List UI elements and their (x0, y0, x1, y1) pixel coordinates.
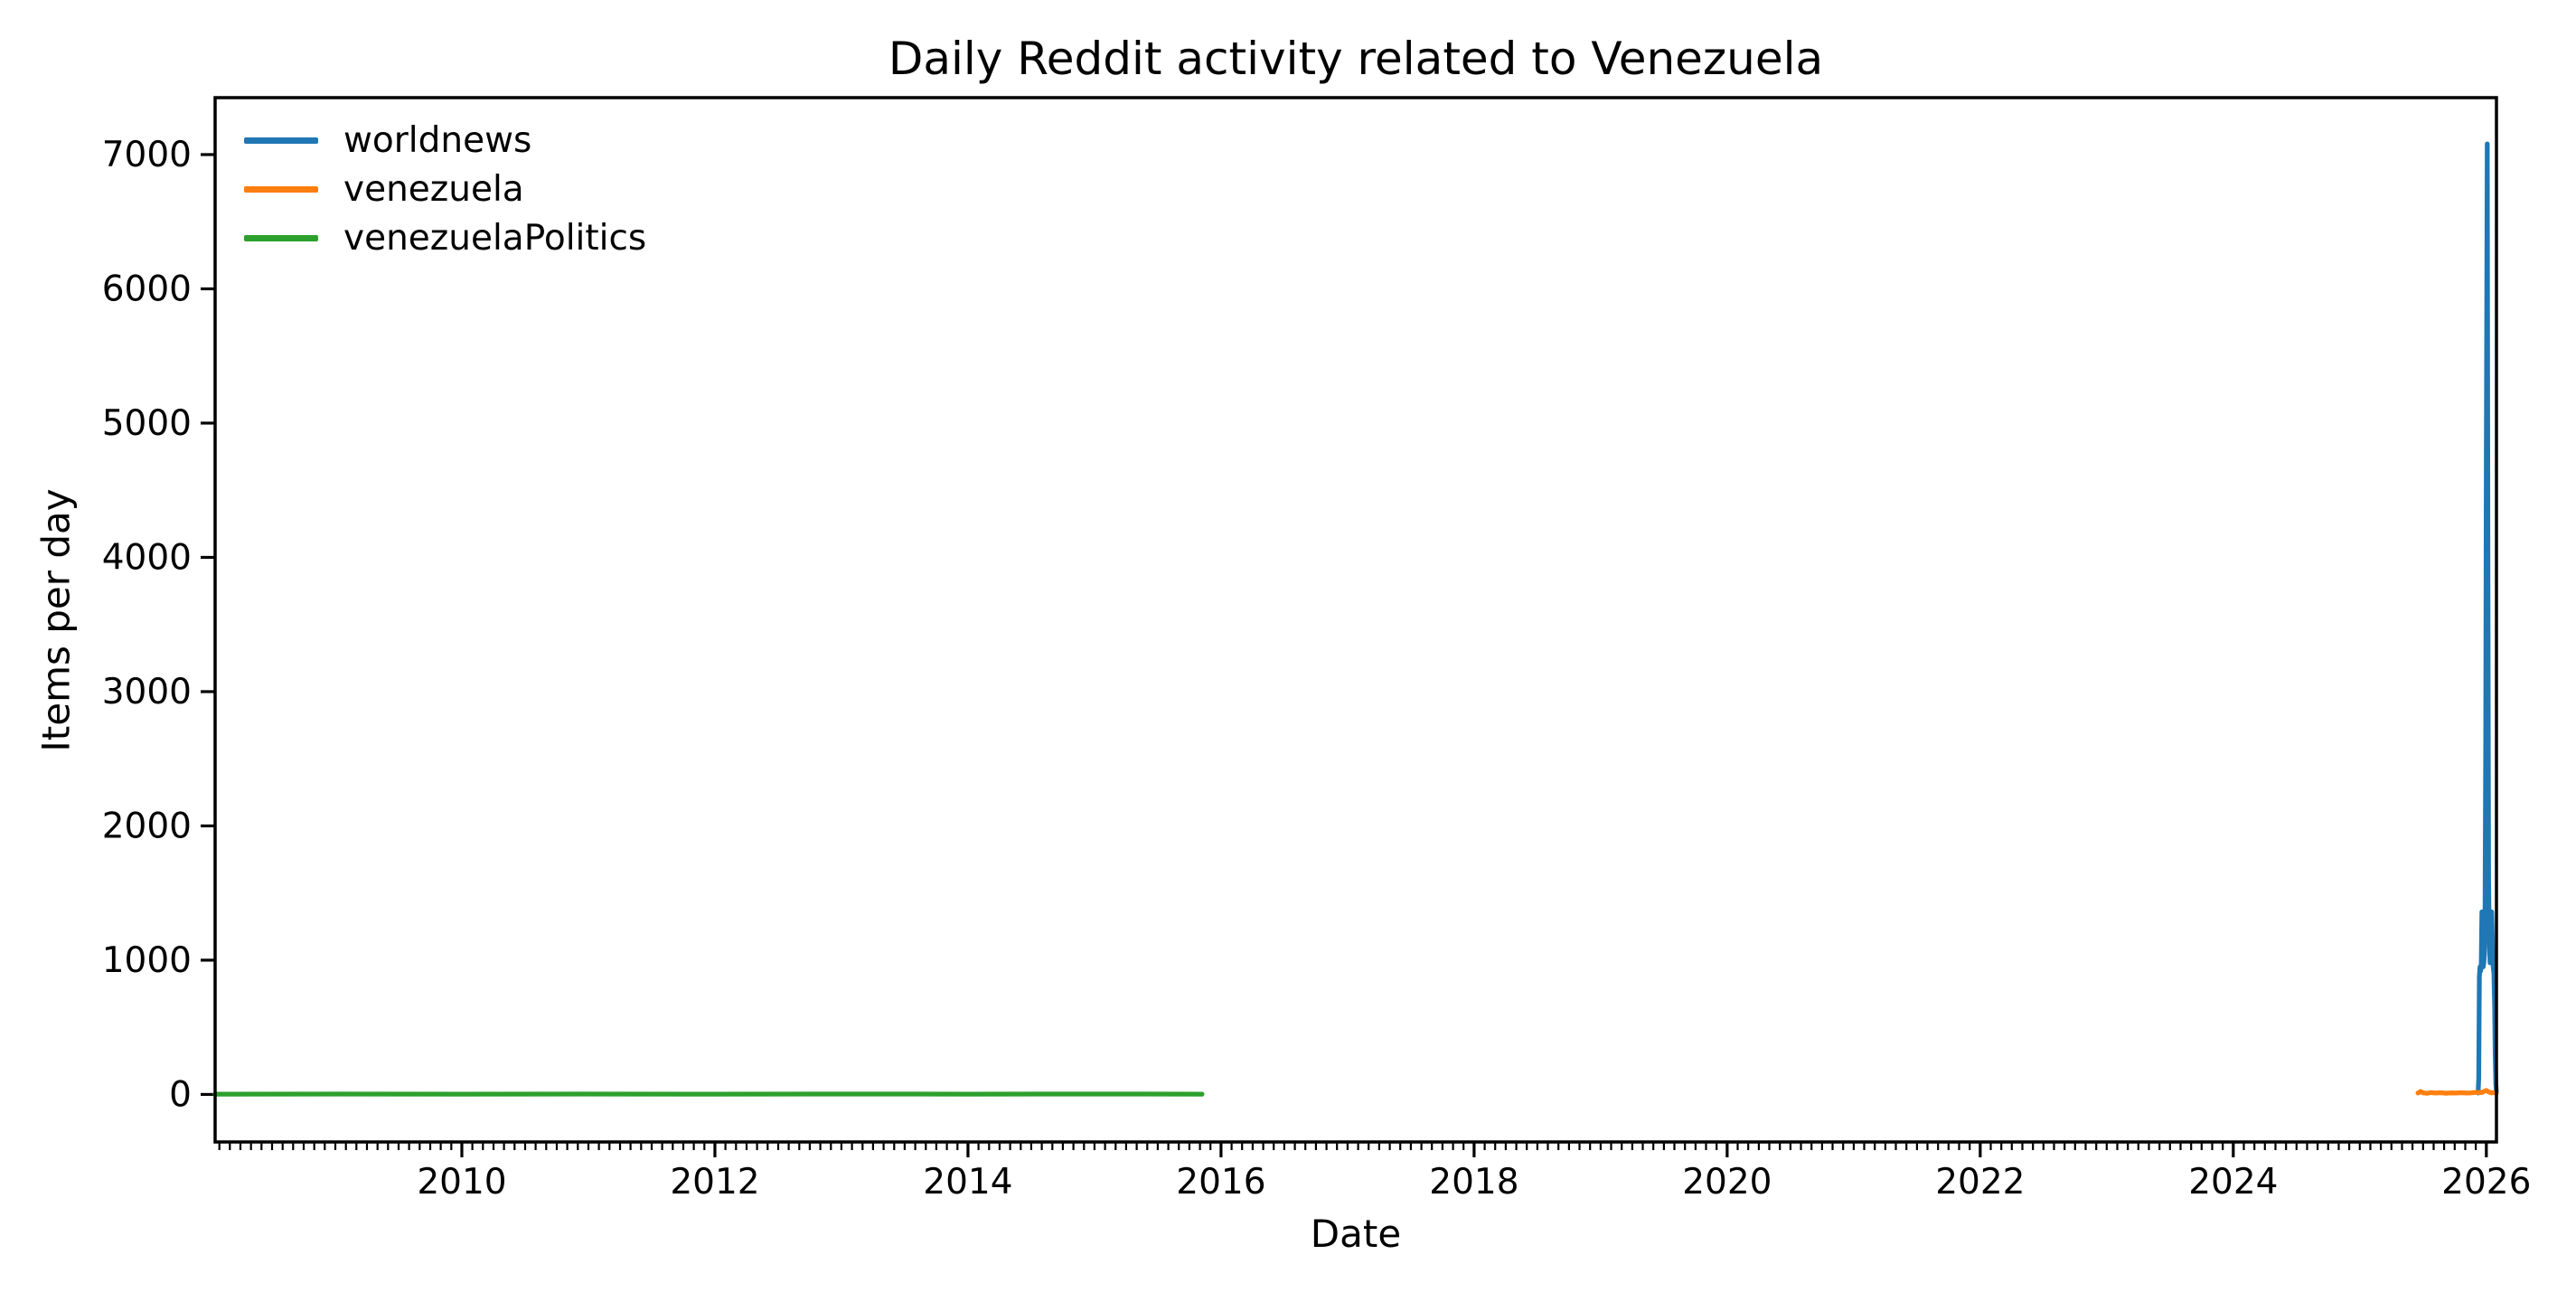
legend-line-swatch-worldnews (244, 137, 318, 144)
x-tick-label: 2018 (1429, 1162, 1518, 1203)
legend-line-swatch-venezuela (244, 185, 318, 193)
x-tick-label: 2012 (670, 1162, 759, 1203)
x-tick-label: 2014 (923, 1162, 1012, 1203)
y-tick-label: 4000 (102, 537, 192, 578)
x-tick-label: 2010 (417, 1162, 506, 1203)
legend-line-swatch-venezuelapolitics (244, 234, 318, 241)
plot-spines (213, 96, 2498, 1144)
legend-item-venezuela: venezuela (244, 165, 646, 213)
legend-label-venezuelapolitics: venezuelaPolitics (343, 217, 647, 259)
legend-label-venezuela: venezuela (343, 168, 524, 210)
series-line-venezuela (2415, 1088, 2499, 1096)
series-layer (212, 141, 2499, 1097)
x-tick-label: 2016 (1176, 1162, 1265, 1203)
legend-item-venezuelapolitics: venezuelaPolitics (244, 213, 646, 262)
legend-item-worldnews: worldnews (244, 116, 646, 165)
y-axis-label: Items per day (33, 488, 79, 752)
axis-ticks-layer: 2010 2012 2014 2016 2018 2020 2022 2024 2026 0 100… (102, 135, 2532, 1203)
x-tick-label: 2026 (2441, 1162, 2531, 1203)
y-tick-label: 3000 (102, 672, 192, 712)
x-axis-label: Date (1310, 1212, 1402, 1256)
y-tick-label: 0 (169, 1074, 192, 1115)
x-tick-label: 2024 (2188, 1162, 2278, 1203)
legend: worldnews venezuela venezuelaPolitics (244, 116, 646, 262)
x-tick-label: 2022 (1935, 1162, 2025, 1203)
legend-label-worldnews: worldnews (343, 119, 532, 161)
y-tick-label: 5000 (102, 403, 192, 444)
y-tick-label: 6000 (102, 269, 192, 309)
y-tick-label: 1000 (102, 940, 192, 981)
series-line-worldnews (2476, 141, 2499, 1096)
y-tick-label: 2000 (102, 806, 192, 846)
x-tick-label: 2020 (1682, 1162, 1772, 1203)
y-tick-label: 7000 (102, 135, 192, 175)
plot-frame-layer (213, 96, 2498, 1144)
chart-title: Daily Reddit activity related to Venezue… (888, 33, 1824, 85)
